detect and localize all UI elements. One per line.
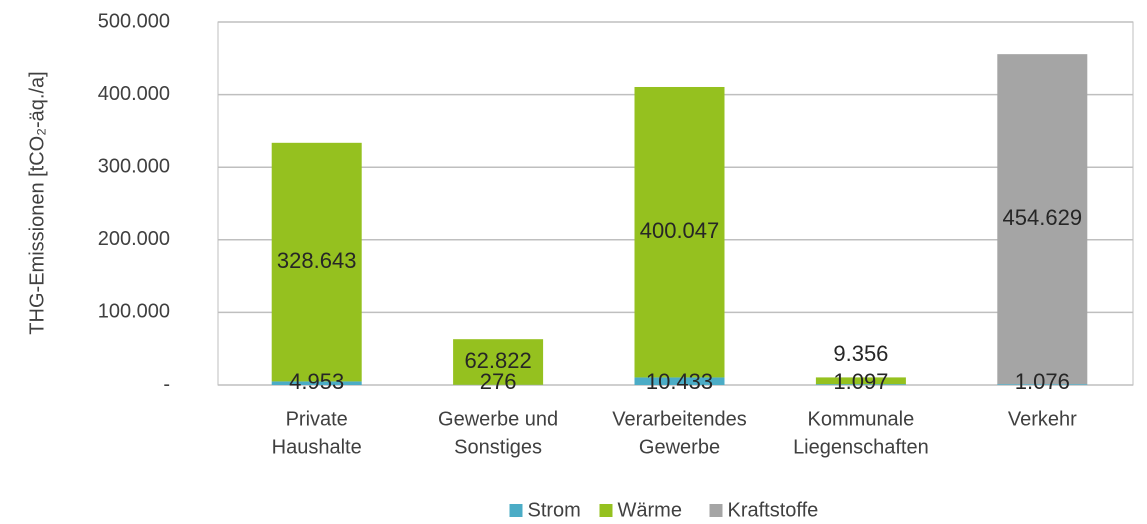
bar-segment	[634, 86, 725, 378]
x-tick-label: Gewerbe und	[438, 408, 558, 430]
y-tick-label: -	[163, 373, 170, 395]
bar-segment	[997, 384, 1088, 385]
bar-segment	[453, 339, 544, 385]
legend-label: Strom	[528, 499, 581, 521]
bar-segment	[634, 377, 725, 385]
data-label: 1.076	[1015, 369, 1070, 394]
x-tick-label: Verkehr	[1008, 408, 1077, 430]
y-tick-label: 100.000	[98, 301, 170, 323]
y-tick-label: 300.000	[98, 155, 170, 177]
x-tick-label: Sonstiges	[454, 436, 542, 458]
x-tick-label: Haushalte	[272, 436, 362, 458]
x-tick-label: Gewerbe	[639, 436, 720, 458]
x-tick-label: Verarbeitendes	[612, 408, 747, 430]
x-tick-label: Private	[286, 408, 348, 430]
data-label: 10.433	[646, 369, 713, 394]
y-tick-label: 400.000	[98, 83, 170, 105]
data-label: 454.629	[1003, 205, 1083, 230]
bar-segment	[997, 54, 1088, 385]
data-label: 9.356	[833, 341, 888, 366]
y-tick-label: 500.000	[98, 10, 170, 32]
bar-segment	[271, 381, 362, 385]
x-tick-label: Kommunale	[808, 408, 915, 430]
data-label: 1.097	[833, 369, 888, 394]
data-label: 400.047	[640, 218, 720, 243]
data-label: 62.822	[464, 348, 531, 373]
data-label: 276	[480, 369, 517, 394]
bar-segment	[271, 142, 362, 382]
legend-swatch	[709, 504, 723, 517]
data-label: 328.643	[277, 248, 357, 273]
y-axis-label: THG-Emissionen [tCO₂-äq./a]	[26, 71, 48, 334]
legend-label: Wärme	[618, 499, 682, 521]
x-tick-label: Liegenschaften	[793, 436, 929, 458]
bar-segment	[815, 377, 906, 385]
legend-swatch	[599, 504, 613, 517]
y-tick-label: 200.000	[98, 228, 170, 250]
legend-swatch	[509, 504, 523, 517]
data-label: 4.953	[289, 369, 344, 394]
legend-label: Kraftstoffe	[728, 499, 819, 521]
bar-segment	[815, 384, 906, 385]
